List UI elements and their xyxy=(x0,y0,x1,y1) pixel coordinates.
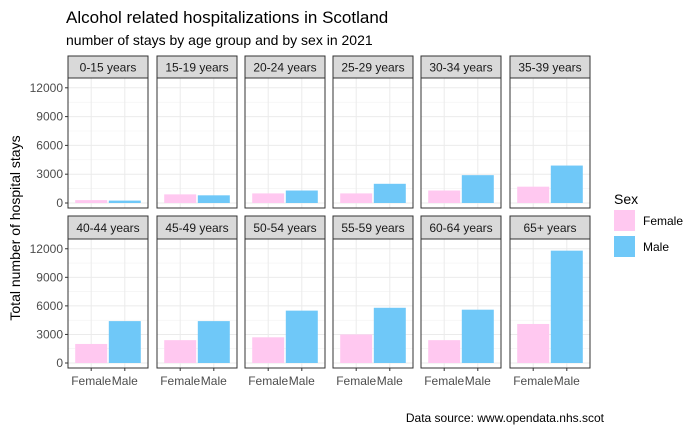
chart-caption: Data source: www.opendata.nhs.scot xyxy=(406,411,605,425)
bar-female xyxy=(252,337,285,363)
y-tick-label: 9000 xyxy=(36,110,63,124)
legend-swatch-male xyxy=(614,236,635,257)
panel-background xyxy=(157,78,237,208)
bar-male xyxy=(373,183,406,203)
panel-border xyxy=(420,238,502,369)
y-tick-label: 12000 xyxy=(30,242,64,256)
y-tick-label: 3000 xyxy=(36,167,63,181)
bar-male xyxy=(285,310,318,363)
y-tick-label: 12000 xyxy=(30,81,64,95)
legend-label: Male xyxy=(643,240,669,254)
facet-panel: 50-54 years Female Male xyxy=(244,215,326,388)
facet-panel: 55-59 years Female Male xyxy=(332,215,414,388)
panel-border xyxy=(332,238,414,369)
x-tick-label: Female xyxy=(248,374,288,388)
bar-female xyxy=(75,200,108,203)
facet-strip-label: 20-24 years xyxy=(253,61,316,75)
bar-female xyxy=(340,193,373,203)
x-tick-label: Male xyxy=(465,374,491,388)
bar-female xyxy=(340,334,373,363)
panel-border xyxy=(67,77,149,209)
facet-strip-label: 15-19 years xyxy=(165,61,228,75)
bar-female xyxy=(517,186,550,203)
bar-female xyxy=(428,190,461,203)
facet-strip-label: 25-29 years xyxy=(341,61,404,75)
facet-panel: 0-15 years 0 3000 6000 9000 12000 xyxy=(30,55,149,210)
facet-strip-label: 50-54 years xyxy=(253,221,316,235)
facet-panel: 20-24 years xyxy=(244,55,326,209)
panel-border xyxy=(156,238,238,369)
x-tick-label: Female xyxy=(513,374,553,388)
y-tick-label: 0 xyxy=(56,196,63,210)
legend-title: Sex xyxy=(614,191,638,207)
bar-female xyxy=(252,193,285,203)
legend-label: Female xyxy=(643,214,683,228)
facet-panel: 25-29 years xyxy=(332,55,414,209)
facet-panel: 35-39 years xyxy=(509,55,591,209)
x-tick-label: Female xyxy=(71,374,111,388)
facet-panel: 40-44 years 0 3000 6000 9000 12000 Female Male xyxy=(30,215,149,388)
facets-layer: 0-15 years 0 3000 6000 9000 12000 15-19 years 2… xyxy=(30,55,591,388)
x-tick-label: Male xyxy=(377,374,403,388)
bar-male xyxy=(197,321,230,363)
chart-subtitle: number of stays by age group and by sex … xyxy=(66,32,373,48)
y-tick-label: 3000 xyxy=(36,327,63,341)
facet-panel: 15-19 years xyxy=(156,55,238,209)
panel-border xyxy=(67,238,149,369)
panel-border xyxy=(244,238,326,369)
panel-border xyxy=(244,77,326,209)
bar-male xyxy=(461,175,494,203)
facet-panel: 45-49 years Female Male xyxy=(156,215,238,388)
bar-female xyxy=(164,340,197,363)
x-tick-label: Male xyxy=(554,374,580,388)
x-tick-label: Female xyxy=(424,374,464,388)
panel-border xyxy=(156,77,238,209)
panel-background xyxy=(245,78,325,208)
legend: Sex Female Male xyxy=(614,191,683,257)
bar-male xyxy=(108,200,141,203)
bar-female xyxy=(517,323,550,363)
y-tick-label: 0 xyxy=(56,356,63,370)
facet-panel: 65+ years Female Male xyxy=(509,215,591,388)
bar-female xyxy=(428,340,461,363)
y-tick-label: 6000 xyxy=(36,138,63,152)
facet-strip-label: 35-39 years xyxy=(518,61,581,75)
x-tick-label: Male xyxy=(201,374,227,388)
panel-border xyxy=(420,77,502,209)
bar-male xyxy=(197,195,230,203)
bar-male xyxy=(461,309,494,363)
bar-male xyxy=(550,165,583,203)
y-tick-label: 9000 xyxy=(36,270,63,284)
facet-strip-label: 55-59 years xyxy=(341,221,404,235)
chart-title: Alcohol related hospitalizations in Scot… xyxy=(66,8,388,27)
facet-strip-label: 60-64 years xyxy=(429,221,492,235)
facet-strip-label: 45-49 years xyxy=(165,221,228,235)
x-tick-label: Female xyxy=(336,374,376,388)
facet-strip-label: 0-15 years xyxy=(80,61,137,75)
facet-panel: 60-64 years Female Male xyxy=(420,215,502,388)
panel-border xyxy=(332,77,414,209)
facet-strip-label: 65+ years xyxy=(523,221,576,235)
y-tick-label: 6000 xyxy=(36,299,63,313)
panel-border xyxy=(509,238,591,369)
bar-female xyxy=(164,194,197,203)
bar-male xyxy=(285,190,318,203)
x-tick-label: Male xyxy=(112,374,138,388)
bar-male xyxy=(373,307,406,363)
x-tick-label: Female xyxy=(160,374,200,388)
bar-male xyxy=(550,250,583,363)
facet-panel: 30-34 years xyxy=(420,55,502,209)
panel-background xyxy=(68,78,148,208)
x-tick-label: Male xyxy=(289,374,315,388)
bar-female xyxy=(75,343,108,363)
facet-strip-label: 40-44 years xyxy=(76,221,139,235)
legend-swatch-female xyxy=(614,210,635,231)
y-axis-label: Total number of hospital stays xyxy=(7,135,23,320)
facet-strip-label: 30-34 years xyxy=(429,61,492,75)
bar-male xyxy=(108,321,141,363)
panel-border xyxy=(509,77,591,209)
